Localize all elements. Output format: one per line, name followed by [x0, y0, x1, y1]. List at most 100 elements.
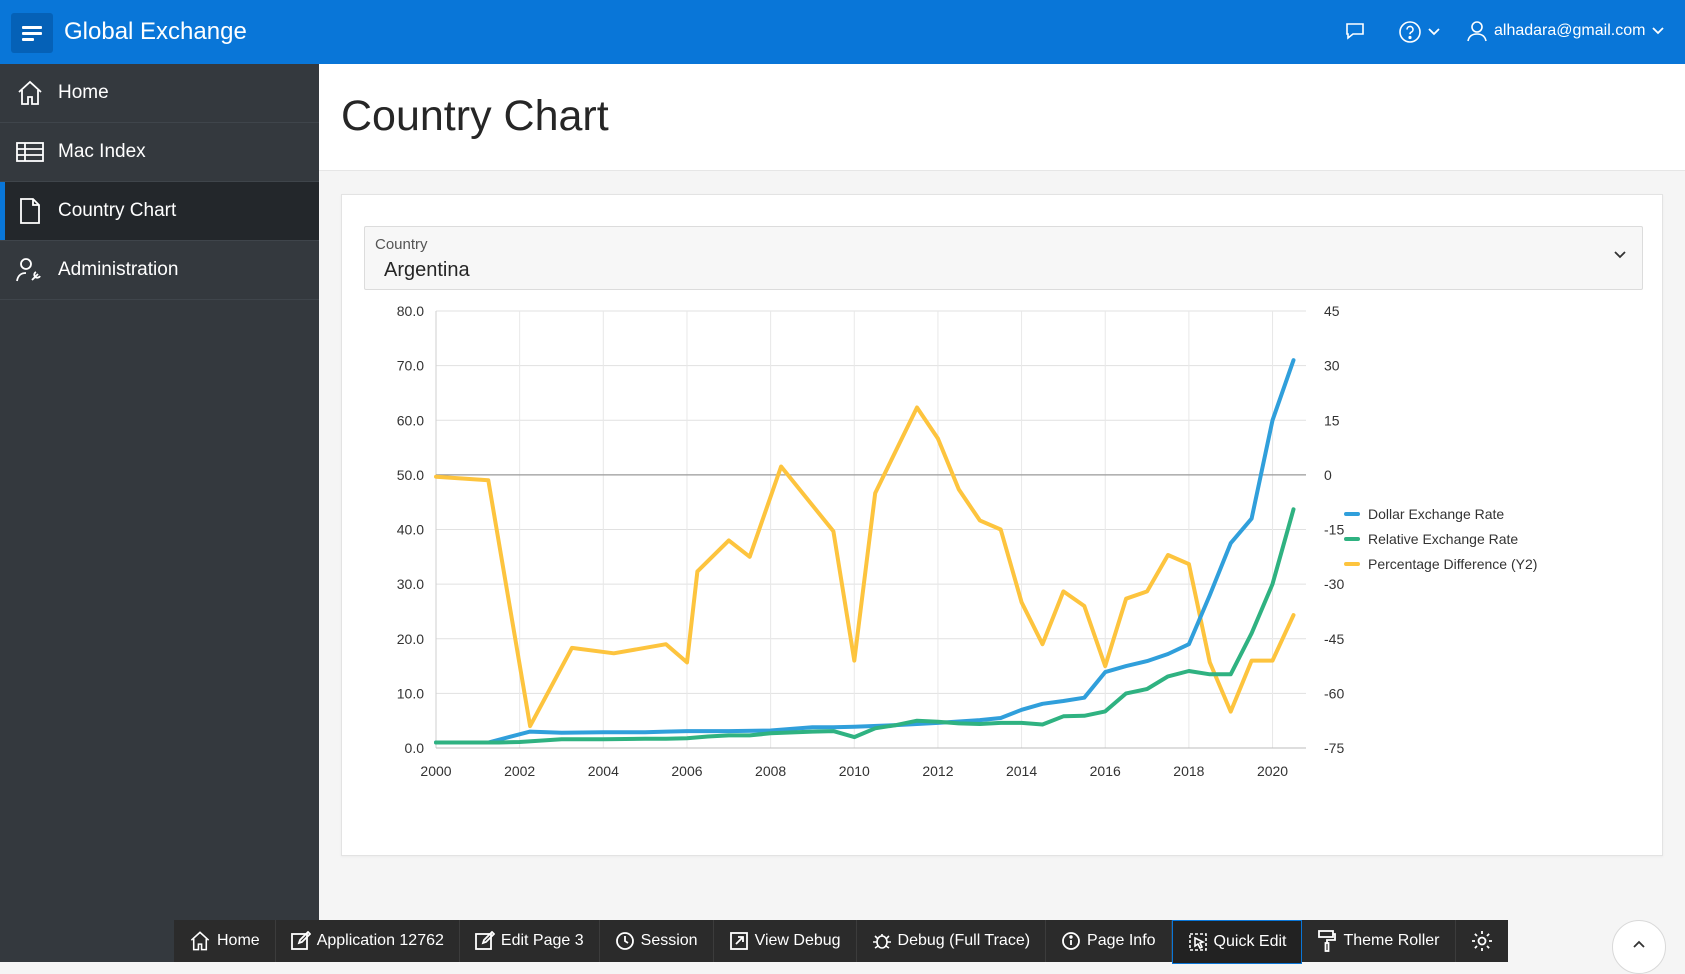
chevron-up-icon	[1633, 940, 1645, 948]
gear-icon	[1471, 931, 1492, 951]
dev-page-info-button[interactable]: Page Info	[1046, 920, 1172, 962]
dev-item-label: Debug (Full Trace)	[897, 932, 1031, 949]
dev-item-label: Application 12762	[316, 932, 444, 949]
info-icon	[1062, 932, 1080, 950]
legend-label: Relative Exchange Rate	[1368, 531, 1518, 547]
x-tick-label: 2018	[1173, 763, 1204, 779]
dev-item-label: Page Info	[1087, 932, 1156, 949]
bug-icon	[872, 934, 891, 949]
dev-item-label: View Debug	[754, 932, 841, 949]
chevron-down-icon	[1652, 27, 1665, 35]
y2-tick-label: 0	[1324, 467, 1332, 483]
y-tick-label: 10.0	[397, 685, 424, 701]
chevron-down-icon	[1614, 251, 1626, 259]
sidebar-item-mac-index[interactable]: Mac Index	[0, 123, 319, 182]
chat-icon[interactable]	[1343, 19, 1367, 48]
dev-item-label: Theme Roller	[1343, 932, 1440, 949]
series-line-percentage-difference	[434, 405, 1296, 729]
dev-settings-button[interactable]	[1456, 920, 1508, 962]
x-tick-label: 2006	[671, 763, 702, 779]
dev-quick-edit-button[interactable]: Quick Edit	[1171, 920, 1303, 964]
y-tick-label: 0.0	[405, 740, 425, 756]
dev-application-button[interactable]: Application 12762	[276, 920, 460, 962]
x-tick-label: 2020	[1257, 763, 1288, 779]
sidebar-item-label: Home	[58, 82, 109, 103]
x-tick-label: 2014	[1006, 763, 1037, 779]
home-icon	[190, 931, 210, 951]
dev-item-label: Home	[217, 932, 260, 949]
country-select-label: Country	[375, 236, 428, 253]
cursor-select-icon	[1188, 933, 1207, 951]
y2-tick-label: 15	[1324, 412, 1340, 428]
menu-icon	[22, 26, 42, 29]
series-line-dollar-exchange-rate	[434, 358, 1296, 745]
x-tick-label: 2008	[755, 763, 786, 779]
y2-tick-label: -75	[1324, 740, 1344, 756]
sidebar-item-home[interactable]: Home	[0, 64, 319, 123]
y-tick-label: 40.0	[397, 522, 424, 538]
sidebar-item-label: Administration	[58, 259, 179, 280]
y2-tick-label: -60	[1324, 685, 1344, 701]
main-content: Country Chart Country Argentina 80.0 70.0…	[319, 64, 1685, 962]
country-select[interactable]: Country Argentina	[364, 226, 1643, 290]
x-tick-label: 2002	[504, 763, 535, 779]
sidebar-item-label: Country Chart	[58, 200, 177, 221]
table-icon	[15, 137, 45, 167]
sidebar-item-country-chart[interactable]: Country Chart	[0, 182, 319, 241]
menu-toggle-button[interactable]	[11, 13, 53, 53]
chevron-down-icon	[1428, 28, 1440, 36]
x-tick-label: 2000	[420, 763, 451, 779]
x-tick-label: 2012	[922, 763, 953, 779]
page-title-bar: Country Chart	[319, 64, 1685, 171]
external-link-icon	[729, 932, 748, 950]
user-menu-button[interactable]: alhadara@gmail.com	[1466, 19, 1665, 43]
dev-edit-page-button[interactable]: Edit Page 3	[460, 920, 600, 962]
x-tick-label: 2016	[1090, 763, 1121, 779]
dev-view-debug-button[interactable]: View Debug	[714, 920, 857, 962]
scroll-to-top-button[interactable]	[1612, 920, 1666, 974]
user-email: alhadara@gmail.com	[1494, 22, 1646, 39]
x-tick-label: 2004	[588, 763, 619, 779]
sidebar-item-administration[interactable]: Administration	[0, 241, 319, 300]
developer-toolbar: Home Application 12762 Edit Page 3 Sessi…	[174, 920, 1508, 964]
paint-roller-icon	[1318, 930, 1337, 952]
x-tick-label: 2010	[839, 763, 870, 779]
y2-tick-label: 30	[1324, 358, 1340, 374]
dev-item-label: Session	[640, 932, 698, 949]
document-icon	[15, 196, 45, 226]
series-line-relative-exchange-rate	[434, 507, 1296, 745]
dev-item-label: Quick Edit	[1213, 933, 1287, 950]
legend-label: Dollar Exchange Rate	[1368, 506, 1504, 522]
help-icon	[1399, 21, 1421, 43]
sidebar-item-label: Mac Index	[58, 141, 146, 162]
clock-icon	[615, 932, 634, 950]
y-tick-label: 60.0	[397, 412, 424, 428]
sidebar: Home Mac Index Country Chart Administrat…	[0, 64, 319, 962]
y2-tick-label: -30	[1324, 576, 1344, 592]
edit-icon	[475, 931, 495, 950]
menu-icon-line	[22, 32, 42, 35]
app-header: Global Exchange alhadara@gmail.com	[0, 0, 1685, 64]
y-tick-label: 50.0	[397, 467, 424, 483]
dev-home-button[interactable]: Home	[174, 920, 276, 962]
y-tick-label: 80.0	[397, 303, 424, 319]
y-tick-label: 70.0	[397, 358, 424, 374]
user-wrench-icon	[15, 255, 45, 285]
chart-region: Country Argentina 80.0 70.0 60.0 50.0 40.0 30…	[341, 194, 1663, 856]
legend-label: Percentage Difference (Y2)	[1368, 556, 1537, 572]
user-icon	[1467, 21, 1487, 42]
y2-tick-label: -45	[1324, 631, 1344, 647]
y-tick-label: 20.0	[397, 631, 424, 647]
edit-icon	[290, 931, 311, 950]
country-select-value: Argentina	[384, 259, 470, 281]
y2-tick-label: 45	[1324, 303, 1340, 319]
dev-theme-roller-button[interactable]: Theme Roller	[1302, 920, 1456, 962]
dev-debug-full-trace-button[interactable]: Debug (Full Trace)	[857, 920, 1047, 962]
help-menu-button[interactable]	[1397, 19, 1441, 45]
line-chart: 80.0 70.0 60.0 50.0 40.0 30.0 20.0 10.0 0.0 45 30 1…	[397, 303, 1538, 779]
dev-session-button[interactable]: Session	[600, 920, 714, 962]
app-title[interactable]: Global Exchange	[64, 18, 247, 45]
dev-item-label: Edit Page 3	[500, 932, 584, 949]
menu-icon-line-short	[22, 38, 34, 41]
home-icon	[15, 78, 45, 108]
